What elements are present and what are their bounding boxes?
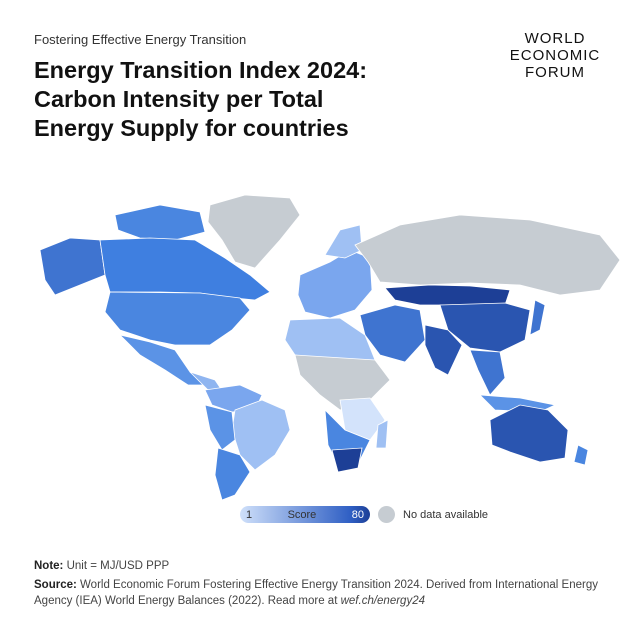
region-canada-arctic — [114, 204, 206, 241]
region-middle-east — [359, 304, 426, 363]
region-new-zealand — [573, 444, 589, 466]
region-southeast-asia — [469, 349, 506, 396]
source-link[interactable]: wef.ch/energy24 — [340, 595, 425, 607]
region-alaska — [39, 237, 106, 296]
scale-label: Score — [287, 508, 317, 521]
region-japan — [529, 299, 546, 336]
region-argentina-chile — [214, 447, 251, 500]
world-map — [39, 194, 621, 500]
region-scandinavia — [324, 224, 363, 259]
region-russia — [354, 214, 621, 296]
source-text: World Economic Forum Fostering Effective… — [34, 579, 598, 607]
note-text: Unit = MJ/USD PPP — [66, 560, 170, 572]
logo-line: ECONOMIC — [509, 47, 601, 64]
source: Source: World Economic Forum Fostering E… — [34, 577, 614, 609]
no-data-label: No data available — [403, 508, 489, 521]
region-australia — [489, 404, 569, 463]
wef-logo: WORLD ECONOMIC FORUM — [505, 30, 605, 81]
source-label: Source: — [34, 579, 77, 591]
scale-min: 1 — [246, 508, 253, 521]
region-north-africa — [284, 317, 376, 361]
legend: 1 Score 80 No data available — [240, 506, 488, 523]
region-europe — [297, 249, 373, 319]
region-kazakhstan-mongolia — [384, 284, 511, 306]
no-data-swatch — [378, 506, 395, 523]
note: Note: Unit = MJ/USD PPP — [34, 560, 169, 572]
region-peru-bolivia — [204, 404, 236, 451]
region-india — [424, 324, 463, 376]
region-madagascar — [375, 419, 389, 449]
region-south-africa — [331, 447, 363, 473]
logo-line: FORUM — [525, 64, 585, 81]
logo-line: WORLD — [524, 30, 586, 47]
score-scale: 1 Score 80 — [240, 506, 370, 523]
region-greenland — [207, 194, 301, 269]
note-label: Note: — [34, 560, 64, 572]
scale-max: 80 — [351, 508, 364, 521]
page-title: Energy Transition Index 2024: Carbon Int… — [34, 57, 368, 141]
region-china — [439, 302, 531, 353]
region-usa — [104, 291, 251, 346]
kicker: Fostering Effective Energy Transition — [34, 32, 247, 47]
